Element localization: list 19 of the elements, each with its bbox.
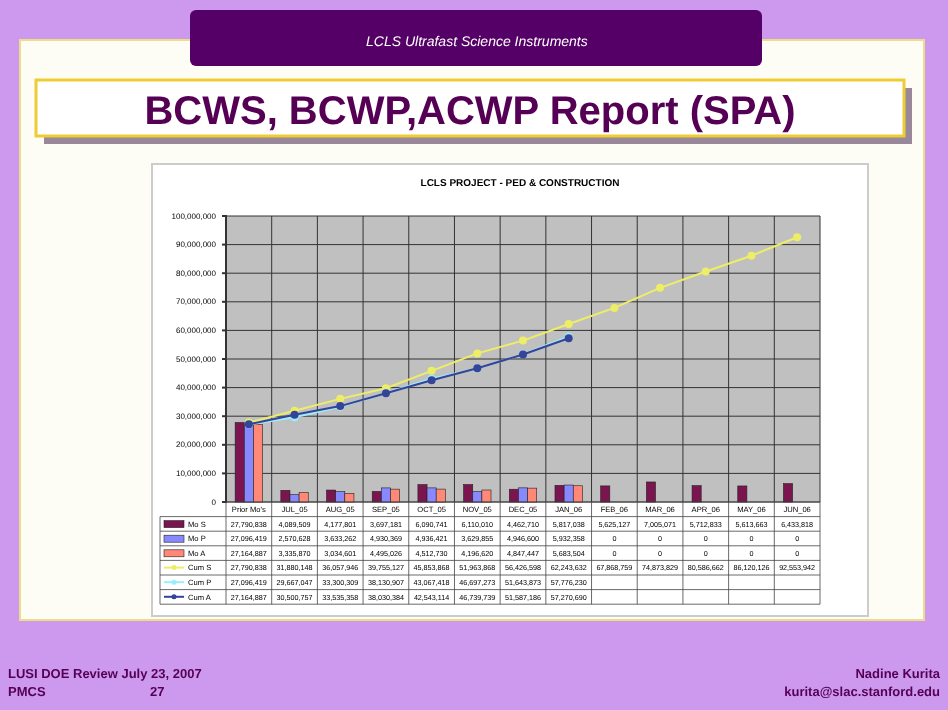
point xyxy=(427,366,436,375)
point xyxy=(656,283,665,292)
chart-title: BCWS, BCWP,ACWP Report (SPA) xyxy=(144,90,796,134)
point xyxy=(564,319,573,328)
point xyxy=(519,336,527,345)
point xyxy=(747,251,756,260)
bar xyxy=(783,483,793,503)
point xyxy=(610,303,619,312)
bar xyxy=(600,485,611,503)
point xyxy=(793,233,802,242)
bar xyxy=(737,485,748,503)
bar xyxy=(463,484,474,503)
bar xyxy=(691,485,702,503)
bar xyxy=(234,422,245,503)
bar xyxy=(646,481,656,503)
point xyxy=(473,349,482,358)
point xyxy=(701,267,710,276)
point xyxy=(336,394,345,403)
bar xyxy=(280,490,291,503)
